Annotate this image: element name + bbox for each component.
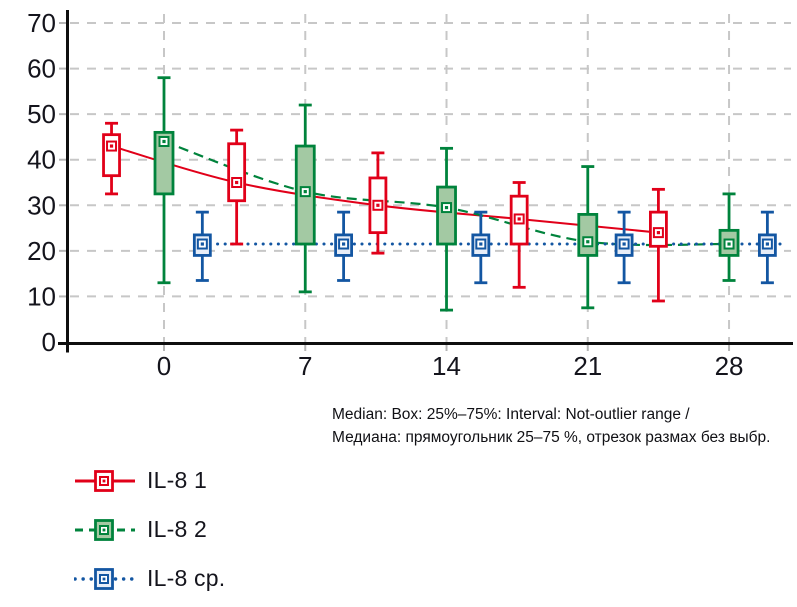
median-dot: [479, 242, 483, 246]
iqr-box: [227, 142, 247, 203]
chart-annotation: Median: Box: 25%–75%: Interval: Not-outl…: [332, 403, 770, 449]
box-group-2-3: [614, 210, 634, 285]
median-dot: [109, 144, 114, 148]
median-dot: [727, 242, 731, 246]
y-tick-label: 30: [27, 190, 56, 220]
median-dot: [517, 217, 521, 221]
y-tick-label: 60: [27, 54, 56, 84]
legend-marker-il8-2: [75, 518, 135, 541]
annotation-line-ru: Медиана: прямоугольник 25–75 %, отрезок …: [332, 429, 771, 446]
x-tick-label: 14: [432, 351, 461, 381]
legend-label-il8-1: IL-8 1: [147, 467, 208, 493]
iqr-box: [153, 130, 175, 196]
y-tick-label: 50: [27, 99, 56, 129]
legend-median-dot: [102, 479, 106, 482]
y-tick-label: 10: [27, 281, 56, 311]
x-tick-label: 0: [157, 351, 171, 381]
y-tick-label: 20: [27, 236, 56, 266]
legend-item-il8-2: IL-8 2: [74, 505, 225, 554]
legend-item-il8-1: IL-8 1: [74, 456, 225, 505]
median-dot: [303, 190, 307, 194]
y-tick-label: 70: [27, 8, 56, 38]
median-dot: [235, 180, 239, 185]
box-group-0-4: [649, 187, 668, 303]
box-group-2-1: [334, 210, 354, 282]
median-dot: [656, 231, 661, 235]
box-group-0-3: [509, 181, 529, 289]
legend-marker-il8-avg: [74, 567, 137, 590]
median-dot: [376, 203, 380, 207]
box-group-1-1: [294, 103, 316, 294]
box-group-1-4: [718, 192, 740, 282]
box-group-2-0: [192, 210, 212, 282]
median-dot: [444, 205, 449, 210]
median-dot: [586, 240, 590, 244]
legend-label-il8-avg: IL-8 ср.: [147, 565, 226, 591]
median-dot: [200, 242, 204, 246]
median-dot: [765, 242, 769, 246]
box-group-1-3: [577, 165, 599, 310]
boxplot-chart: 0 10 20 30 40 50 60 70 0 7 14 21 28: [27, 8, 793, 381]
y-tick-label: 40: [27, 145, 56, 175]
box-group-2-2: [471, 210, 491, 285]
median-dot: [622, 242, 626, 246]
legend-item-il8-avg: IL-8 ср.: [74, 554, 225, 603]
legend-label-il8-2: IL-8 2: [147, 516, 208, 542]
x-tick-label: 7: [298, 351, 312, 381]
x-tick-label: 21: [573, 351, 602, 381]
box-group-0-1: [227, 128, 247, 246]
median-dot: [162, 139, 166, 144]
box-group-1-0: [153, 76, 175, 285]
annotation-line-en: Median: Box: 25%–75%: Interval: Not-outl…: [332, 406, 690, 423]
median-dot: [342, 242, 346, 246]
box-group-1-2: [436, 146, 457, 312]
legend-median-dot: [102, 528, 106, 531]
legend-marker-il8-1: [75, 469, 135, 492]
box-group-0-2: [368, 151, 388, 255]
x-tick-label: 28: [715, 351, 744, 381]
iqr-box: [436, 185, 457, 246]
y-tick-label: 0: [42, 327, 56, 357]
box-group-0-0: [102, 121, 121, 196]
legend: IL-8 1 IL-8 2 IL-8 ср.: [74, 456, 225, 603]
box-group-2-4: [757, 210, 777, 285]
legend-median-dot: [102, 577, 106, 580]
iqr-box: [577, 213, 599, 257]
